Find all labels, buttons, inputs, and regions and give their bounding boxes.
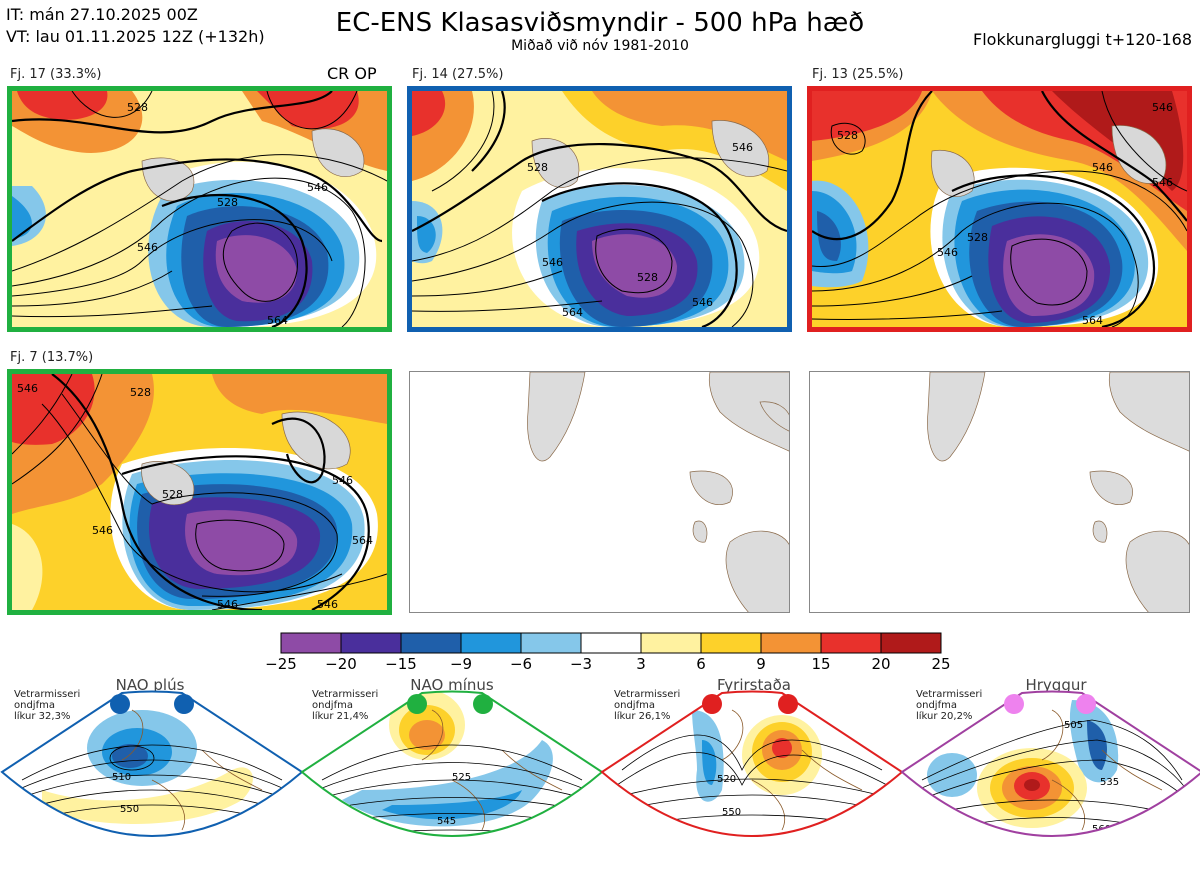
colorbar-tick-label: −3 (569, 655, 593, 673)
regime-contour-label: 525 (452, 772, 471, 783)
colorbar-box (700, 632, 762, 654)
contour-label: 546 (307, 181, 328, 194)
contour-label: 546 (92, 524, 113, 537)
regime-dot (174, 694, 194, 714)
colorbar-tick-label: −9 (449, 655, 473, 673)
colorbar-tick-label: 6 (696, 655, 706, 673)
regime-dot (1004, 694, 1024, 714)
contour-label: 546 (937, 246, 958, 259)
regime-note-2: Vetrarmisseri ondjfma líkur 21,4% (312, 689, 379, 722)
regime-title-2: NAO mínus (410, 676, 494, 694)
colorbar-box (280, 632, 342, 654)
colorbar-box (760, 632, 822, 654)
valid-time: VT: lau 01.11.2025 12Z (+132h) (6, 27, 265, 46)
cluster-map-1: 528 546 546 528 564 (7, 86, 392, 332)
contour-label: 564 (267, 314, 288, 327)
colorbar-box (880, 632, 942, 654)
contour-label: 546 (1152, 101, 1173, 114)
header-times: IT: mán 27.10.2025 00Z VT: lau 01.11.202… (6, 4, 265, 48)
contour-label: 564 (1082, 314, 1103, 327)
regime-dot (778, 694, 798, 714)
colorbar-box (580, 632, 642, 654)
colorbar-tick-label: −20 (325, 655, 357, 673)
contour-label: 546 (542, 256, 563, 269)
cluster-label-4: Fj. 7 (13.7%) (10, 350, 94, 365)
contour-label: 528 (967, 231, 988, 244)
regime-dot (110, 694, 130, 714)
regime-map-3: 520 550 560 (600, 690, 904, 837)
regime-map-1: 510 550 (0, 690, 304, 837)
contour-label: 564 (352, 534, 373, 547)
colorbar-tick-label: 20 (871, 655, 891, 673)
regime-maps: 510 550 525 545 565 (0, 690, 1200, 861)
regime-dot (1076, 694, 1096, 714)
chart-subtitle: Miðað við nóv 1981-2010 (511, 38, 689, 54)
cluster-label-2: Fj. 14 (27.5%) (412, 67, 504, 82)
regime-contour-label: 565 (447, 850, 466, 861)
cluster-map-3: 528 546 528 546 546 564 546 (807, 86, 1192, 332)
regime-map-2: 525 545 565 (300, 690, 604, 861)
contour-label: 546 (217, 598, 238, 610)
colorbar-box (340, 632, 402, 654)
regime-title-3: Fyrirstaða (717, 676, 791, 694)
colorbar-box (400, 632, 462, 654)
contour-label: 564 (562, 306, 583, 319)
contour-label: 546 (137, 241, 158, 254)
colorbar-tick-label: 3 (636, 655, 646, 673)
contour-label: 546 (317, 598, 338, 610)
regime-dot (473, 694, 493, 714)
regime-map-4: 505 535 560 (900, 690, 1200, 837)
empty-map-5 (409, 371, 790, 613)
contour-label: 528 (217, 196, 238, 209)
colorbar (280, 632, 942, 654)
colorbar-tick-label: −25 (265, 655, 297, 673)
contour-label: 546 (17, 382, 38, 395)
contour-label: 528 (130, 386, 151, 399)
colorbar-box (820, 632, 882, 654)
regime-title-4: Hryggur (1025, 676, 1087, 694)
init-time: IT: mán 27.10.2025 00Z (6, 5, 198, 24)
regime-contour-label: 505 (1064, 720, 1083, 731)
colorbar-tick-label: 9 (756, 655, 766, 673)
colorbar-box (460, 632, 522, 654)
control-run-marker: CR OP (327, 64, 377, 83)
colorbar-tick-label: −6 (509, 655, 533, 673)
contour-label: 546 (1092, 161, 1113, 174)
colorbar-tick-label: 15 (811, 655, 831, 673)
regime-note-1: Vetrarmisseri ondjfma líkur 32,3% (14, 689, 81, 722)
colorbar-box (520, 632, 582, 654)
contour-label: 546 (332, 474, 353, 487)
regime-dot (407, 694, 427, 714)
regime-contour-label: 535 (1100, 777, 1119, 788)
cluster-label-1: Fj. 17 (33.3%) (10, 67, 102, 82)
empty-map-6 (809, 371, 1190, 613)
cluster-map-4: 546 528 528 546 546 564 546 546 (7, 369, 392, 615)
colorbar-tick-label: 25 (931, 655, 951, 673)
regime-dot (702, 694, 722, 714)
contour-label: 546 (1152, 176, 1173, 189)
colorbar-box (640, 632, 702, 654)
regime-note-4: Vetrarmisseri ondjfma líkur 20,2% (916, 689, 983, 722)
contour-label: 546 (732, 141, 753, 154)
contour-label: 528 (527, 161, 548, 174)
regime-contour-label: 510 (112, 772, 131, 783)
contour-label: 528 (637, 271, 658, 284)
chart-title: EC-ENS Klasasviðsmyndir - 500 hPa hæð (335, 8, 865, 38)
regime-contour-label: 550 (120, 804, 139, 815)
contour-label: 528 (162, 488, 183, 501)
regime-contour-label: 545 (437, 816, 456, 827)
contour-label: 546 (692, 296, 713, 309)
regime-title-1: NAO plús (115, 676, 185, 694)
regime-contour-label: 520 (717, 774, 736, 785)
contour-label: 528 (837, 129, 858, 142)
cluster-map-2: 528 546 528 546 564 546 (407, 86, 792, 332)
colorbar-tick-label: −15 (385, 655, 417, 673)
regime-contour-label: 550 (722, 807, 741, 818)
cluster-label-3: Fj. 13 (25.5%) (812, 67, 904, 82)
regime-note-3: Vetrarmisseri ondjfma líkur 26,1% (614, 689, 681, 722)
cluster-window: Flokkunargluggi t+120-168 (973, 30, 1192, 49)
contour-label: 528 (127, 101, 148, 114)
